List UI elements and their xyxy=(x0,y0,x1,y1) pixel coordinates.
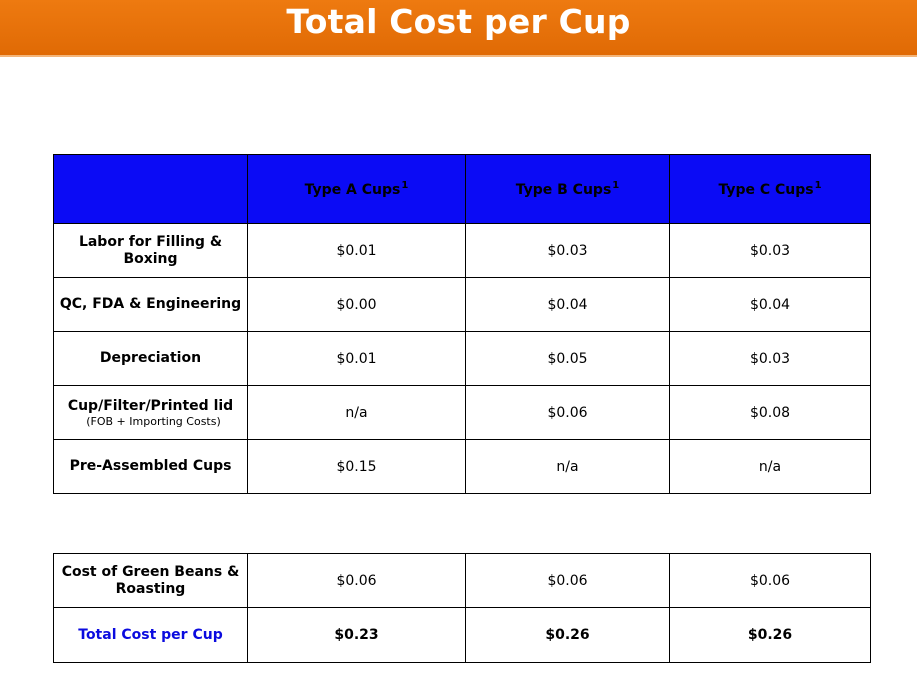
row-sublabel: (FOB + Importing Costs) xyxy=(86,414,221,428)
title-banner: Total Cost per Cup xyxy=(0,0,917,57)
cell-type-c: n/a xyxy=(669,439,871,494)
cell-type-a: $0.06 xyxy=(247,553,466,608)
cell-type-c: $0.03 xyxy=(669,331,871,386)
header-type-b: Type B Cups1 xyxy=(465,154,670,224)
total-row: Total Cost per Cup $0.23 $0.26 $0.26 xyxy=(53,607,871,663)
cell-type-b: $0.05 xyxy=(465,331,670,386)
cell-type-a: $0.01 xyxy=(247,223,466,278)
header-type-c: Type C Cups1 xyxy=(669,154,871,224)
footnote-marker: 1 xyxy=(401,180,409,191)
cell-type-a: n/a xyxy=(247,385,466,440)
total-type-b: $0.26 xyxy=(465,607,670,663)
cell-type-a: $0.01 xyxy=(247,331,466,386)
table-row: Depreciation $0.01 $0.05 $0.03 xyxy=(53,331,871,386)
cell-type-b: n/a xyxy=(465,439,670,494)
row-label: Cup/Filter/Printed lid (FOB + Importing C… xyxy=(53,385,248,440)
header-empty-cell xyxy=(53,154,248,224)
row-label-text: QC, FDA & Engineering xyxy=(59,296,242,312)
header-type-a: Type A Cups1 xyxy=(247,154,466,224)
cell-type-c: $0.04 xyxy=(669,277,871,332)
cell-type-b: $0.06 xyxy=(465,385,670,440)
header-type-b-label: Type B Cups xyxy=(515,182,612,198)
footnote-marker: 1 xyxy=(814,180,822,191)
row-label-text: Pre-Assembled Cups xyxy=(69,458,232,474)
row-label-text: Cup/Filter/Printed lid xyxy=(67,397,234,414)
cell-type-b: $0.06 xyxy=(465,553,670,608)
row-label: QC, FDA & Engineering xyxy=(53,277,248,332)
table-row: Labor for Filling & Boxing $0.01 $0.03 $… xyxy=(53,223,871,278)
cost-breakdown-table: Type A Cups1 Type B Cups1 Type C Cups1 L… xyxy=(53,154,871,494)
header-type-a-label: Type A Cups xyxy=(304,182,401,198)
row-label: Pre-Assembled Cups xyxy=(53,439,248,494)
cell-type-c: $0.03 xyxy=(669,223,871,278)
row-label: Labor for Filling & Boxing xyxy=(53,223,248,278)
total-type-a: $0.23 xyxy=(247,607,466,663)
header-row: Type A Cups1 Type B Cups1 Type C Cups1 xyxy=(53,154,871,224)
row-label: Cost of Green Beans & Roasting xyxy=(53,553,248,608)
row-label-text: Labor for Filling & Boxing xyxy=(78,233,223,267)
total-type-c: $0.26 xyxy=(669,607,871,663)
cell-type-c: $0.06 xyxy=(669,553,871,608)
table-row: Pre-Assembled Cups $0.15 n/a n/a xyxy=(53,439,871,494)
cell-type-a: $0.00 xyxy=(247,277,466,332)
footnote-marker: 1 xyxy=(612,180,620,191)
cell-type-b: $0.03 xyxy=(465,223,670,278)
header-type-c-label: Type C Cups xyxy=(718,182,814,198)
table-row: Cost of Green Beans & Roasting $0.06 $0.… xyxy=(53,553,871,608)
summary-table: Cost of Green Beans & Roasting $0.06 $0.… xyxy=(53,553,871,663)
page-title: Total Cost per Cup xyxy=(286,2,631,41)
row-label-text: Depreciation xyxy=(99,350,202,366)
row-label: Depreciation xyxy=(53,331,248,386)
table-row: QC, FDA & Engineering $0.00 $0.04 $0.04 xyxy=(53,277,871,332)
total-label: Total Cost per Cup xyxy=(53,607,248,663)
cell-type-b: $0.04 xyxy=(465,277,670,332)
table-row: Cup/Filter/Printed lid (FOB + Importing C… xyxy=(53,385,871,440)
cell-type-a: $0.15 xyxy=(247,439,466,494)
cell-type-c: $0.08 xyxy=(669,385,871,440)
